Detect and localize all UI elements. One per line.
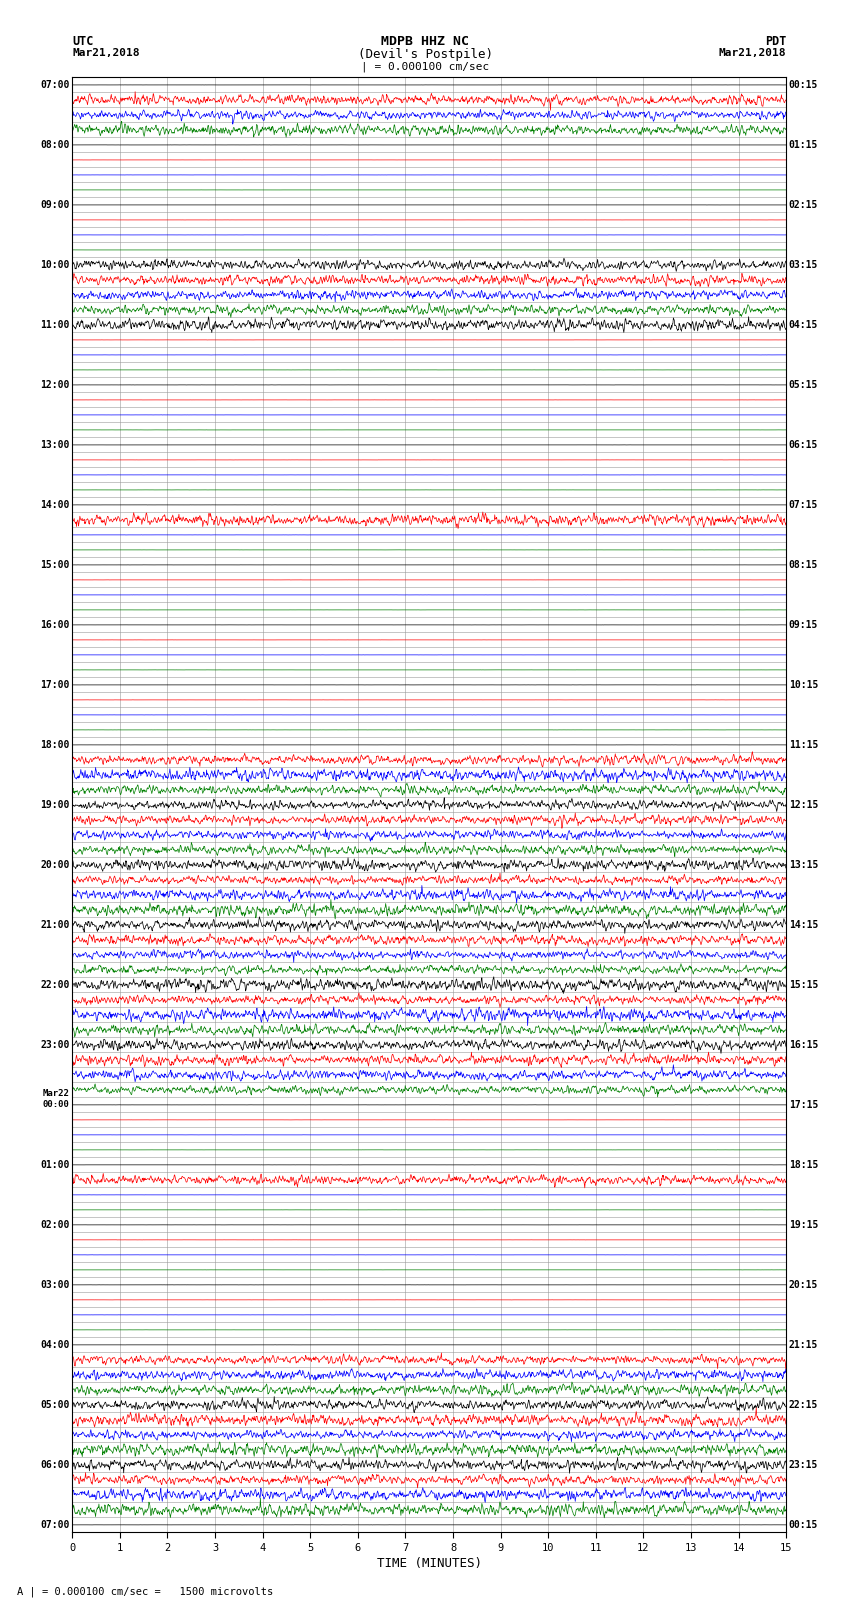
Text: 04:00: 04:00 — [40, 1340, 70, 1350]
Text: (Devil's Postpile): (Devil's Postpile) — [358, 48, 492, 61]
Text: 11:00: 11:00 — [40, 319, 70, 331]
Text: 02:15: 02:15 — [789, 200, 819, 210]
Text: 06:00: 06:00 — [40, 1460, 70, 1469]
Text: 16:00: 16:00 — [40, 619, 70, 631]
Text: 00:15: 00:15 — [789, 1519, 819, 1529]
X-axis label: TIME (MINUTES): TIME (MINUTES) — [377, 1557, 482, 1569]
Text: 05:00: 05:00 — [40, 1400, 70, 1410]
Text: 10:00: 10:00 — [40, 260, 70, 269]
Text: 08:15: 08:15 — [789, 560, 819, 569]
Text: 01:15: 01:15 — [789, 140, 819, 150]
Text: 00:00: 00:00 — [42, 1100, 70, 1110]
Text: Mar21,2018: Mar21,2018 — [72, 48, 139, 58]
Text: PDT: PDT — [765, 35, 786, 48]
Text: UTC: UTC — [72, 35, 94, 48]
Text: 13:00: 13:00 — [40, 440, 70, 450]
Text: 04:15: 04:15 — [789, 319, 819, 331]
Text: 10:15: 10:15 — [789, 681, 819, 690]
Text: 18:00: 18:00 — [40, 740, 70, 750]
Text: 07:00: 07:00 — [40, 81, 70, 90]
Text: Mar21,2018: Mar21,2018 — [719, 48, 786, 58]
Text: 14:15: 14:15 — [789, 919, 819, 929]
Text: 11:15: 11:15 — [789, 740, 819, 750]
Text: 17:00: 17:00 — [40, 681, 70, 690]
Text: 09:15: 09:15 — [789, 619, 819, 631]
Text: MDPB HHZ NC: MDPB HHZ NC — [381, 35, 469, 48]
Text: 12:15: 12:15 — [789, 800, 819, 810]
Text: 07:00: 07:00 — [40, 1519, 70, 1529]
Text: Mar22: Mar22 — [42, 1089, 70, 1098]
Text: 09:00: 09:00 — [40, 200, 70, 210]
Text: 02:00: 02:00 — [40, 1219, 70, 1229]
Text: 23:00: 23:00 — [40, 1040, 70, 1050]
Text: A | = 0.000100 cm/sec =   1500 microvolts: A | = 0.000100 cm/sec = 1500 microvolts — [17, 1586, 273, 1597]
Text: 20:00: 20:00 — [40, 860, 70, 869]
Text: 07:15: 07:15 — [789, 500, 819, 510]
Text: 21:00: 21:00 — [40, 919, 70, 929]
Text: 16:15: 16:15 — [789, 1040, 819, 1050]
Text: 08:00: 08:00 — [40, 140, 70, 150]
Text: 22:15: 22:15 — [789, 1400, 819, 1410]
Text: 03:00: 03:00 — [40, 1279, 70, 1290]
Text: 03:15: 03:15 — [789, 260, 819, 269]
Text: 17:15: 17:15 — [789, 1100, 819, 1110]
Text: 01:00: 01:00 — [40, 1160, 70, 1169]
Text: 15:00: 15:00 — [40, 560, 70, 569]
Text: 20:15: 20:15 — [789, 1279, 819, 1290]
Text: 21:15: 21:15 — [789, 1340, 819, 1350]
Text: 13:15: 13:15 — [789, 860, 819, 869]
Text: | = 0.000100 cm/sec: | = 0.000100 cm/sec — [361, 61, 489, 73]
Text: 12:00: 12:00 — [40, 381, 70, 390]
Text: 22:00: 22:00 — [40, 979, 70, 990]
Text: 05:15: 05:15 — [789, 381, 819, 390]
Text: 06:15: 06:15 — [789, 440, 819, 450]
Text: 00:15: 00:15 — [789, 81, 819, 90]
Text: 18:15: 18:15 — [789, 1160, 819, 1169]
Text: 19:00: 19:00 — [40, 800, 70, 810]
Text: 14:00: 14:00 — [40, 500, 70, 510]
Text: 23:15: 23:15 — [789, 1460, 819, 1469]
Text: 15:15: 15:15 — [789, 979, 819, 990]
Text: 19:15: 19:15 — [789, 1219, 819, 1229]
